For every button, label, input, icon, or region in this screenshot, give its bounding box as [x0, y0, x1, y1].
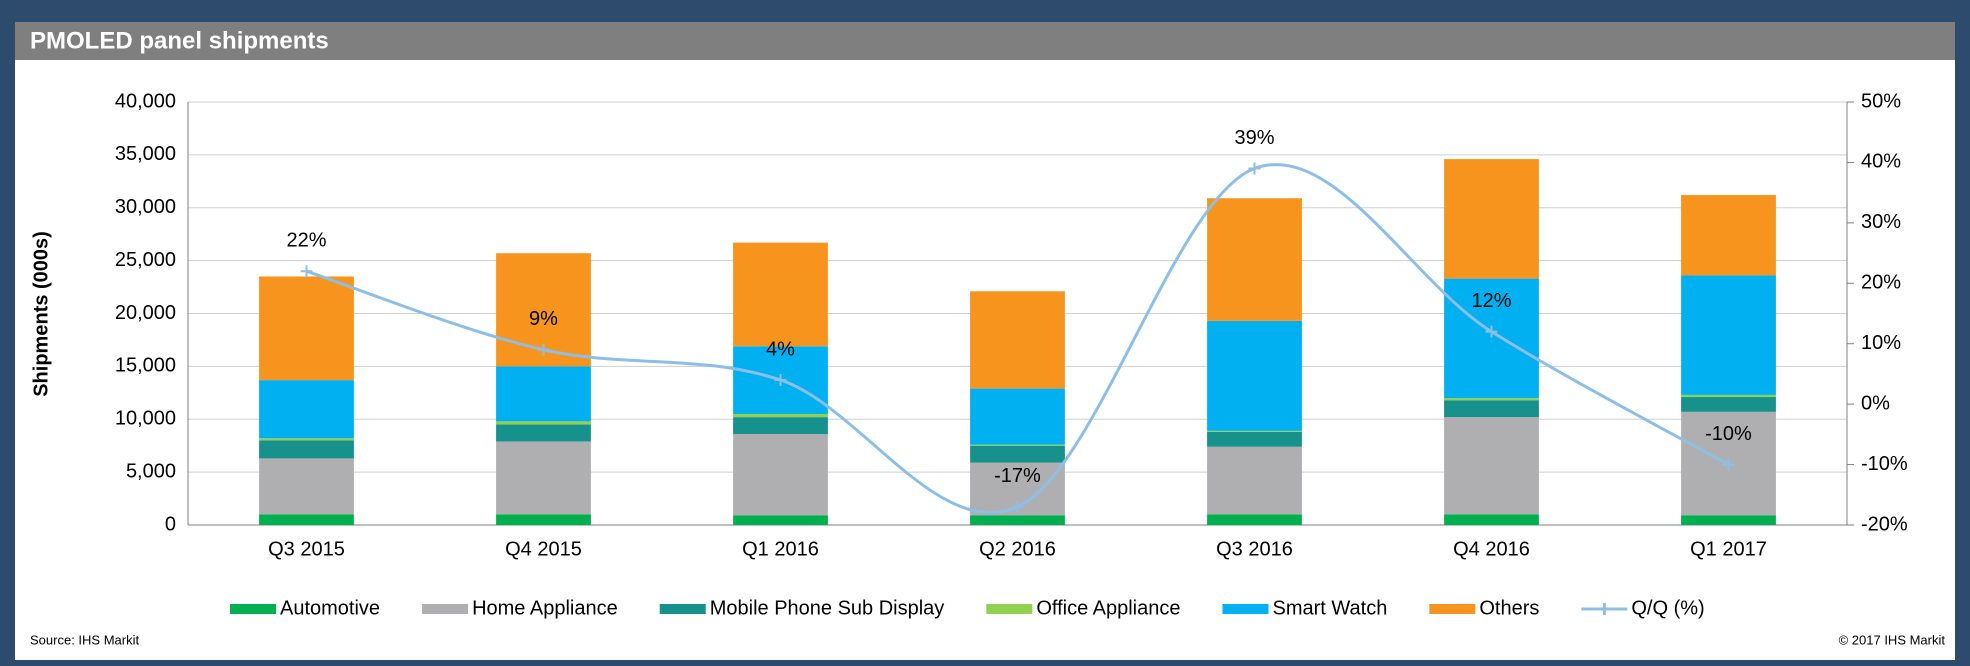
bar-segment	[1681, 397, 1776, 412]
y-tick-label: 30,000	[115, 196, 176, 218]
y2-tick-label: -20%	[1861, 513, 1908, 535]
data-label: -17%	[994, 465, 1041, 487]
x-tick-label: Q3 2015	[268, 538, 345, 560]
bar-segment	[970, 291, 1065, 389]
bar-segment	[970, 515, 1065, 525]
bar-segment	[733, 434, 828, 516]
legend-label: Smart Watch	[1272, 597, 1387, 619]
bar-segment	[496, 366, 591, 422]
legend-label: Office Appliance	[1036, 597, 1180, 619]
bar-segment	[1444, 417, 1539, 515]
bar-segment	[1681, 275, 1776, 395]
bar-segment	[1207, 446, 1302, 515]
y2-tick-label: 10%	[1861, 332, 1901, 354]
data-label: -10%	[1705, 423, 1752, 445]
bar-segment	[496, 421, 591, 425]
qq-marker	[1248, 162, 1261, 175]
x-tick-label: Q4 2016	[1453, 538, 1530, 560]
data-label: 12%	[1471, 290, 1511, 312]
data-label: 9%	[529, 308, 558, 330]
y-tick-label: 10,000	[115, 408, 176, 430]
bar-segment	[496, 514, 591, 525]
y-tick-label: 15,000	[115, 355, 176, 377]
bar-segment	[259, 514, 354, 525]
x-tick-label: Q1 2017	[1690, 538, 1767, 560]
bar-segment	[733, 242, 828, 347]
legend-swatch	[986, 604, 1033, 614]
chart-title: PMOLED panel shipments	[30, 27, 329, 54]
bar-segment	[1681, 394, 1776, 398]
bar-segment	[733, 515, 828, 525]
bar-segment	[733, 413, 828, 418]
legend-swatch	[659, 604, 706, 614]
data-label: 22%	[286, 229, 326, 251]
qq-marker	[774, 373, 787, 386]
y2-tick-label: 30%	[1861, 211, 1901, 233]
qq-marker	[300, 265, 313, 278]
bar-segment	[1444, 400, 1539, 418]
bar-segment	[1207, 198, 1302, 321]
qq-marker	[1011, 500, 1024, 513]
legend-swatch	[1222, 604, 1269, 614]
bar-segment	[1444, 514, 1539, 525]
bar-segment	[1444, 159, 1539, 279]
bar-segment	[1444, 278, 1539, 399]
source: Source: IHS Markit	[30, 632, 139, 647]
x-tick-label: Q2 2016	[979, 538, 1056, 560]
legend-label: Mobile Phone Sub Display	[710, 597, 945, 619]
qq-line	[306, 163, 1730, 515]
bar-segment	[496, 441, 591, 515]
bar-segment	[1681, 515, 1776, 525]
bar-segment	[970, 445, 1065, 463]
data-label: 4%	[766, 338, 795, 360]
legend-label: Q/Q (%)	[1631, 597, 1704, 619]
data-label: 39%	[1234, 127, 1274, 149]
legend-swatch	[1429, 604, 1476, 614]
legend-swatch	[230, 604, 276, 614]
bar-segment	[1444, 398, 1539, 401]
y-tick-label: 0	[165, 513, 176, 535]
bar-segment	[1681, 195, 1776, 276]
legend-label: Automotive	[280, 597, 380, 619]
y-tick-label: 5,000	[126, 460, 176, 482]
y-tick-label: 35,000	[115, 143, 176, 165]
legend-swatch	[422, 604, 469, 614]
bar-segment	[1207, 320, 1302, 431]
y-axis-title: Shipments (000s)	[30, 231, 52, 397]
y2-tick-label: 0%	[1861, 392, 1890, 414]
bar-segment	[259, 440, 354, 459]
bar-segment	[1207, 431, 1302, 447]
bar-segment	[259, 438, 354, 441]
qq-marker	[1485, 325, 1498, 338]
bar-segment	[1207, 430, 1302, 432]
qq-marker	[1722, 458, 1735, 471]
y2-tick-label: -10%	[1861, 453, 1908, 475]
bar-segment	[970, 444, 1065, 446]
x-tick-label: Q1 2016	[742, 538, 819, 560]
x-tick-label: Q4 2015	[505, 538, 582, 560]
x-tick-label: Q3 2016	[1216, 538, 1293, 560]
bar-segment	[733, 417, 828, 435]
bar-segment	[970, 388, 1065, 445]
legend-swatch	[1581, 603, 1628, 615]
header-bar	[15, 22, 1955, 60]
bar-segment	[1207, 514, 1302, 525]
bar-segment	[496, 424, 591, 442]
bar-segment	[259, 380, 354, 439]
legend-label: Others	[1479, 597, 1539, 619]
bar-segment	[259, 276, 354, 381]
y-tick-label: 25,000	[115, 249, 176, 271]
y2-tick-label: 40%	[1861, 151, 1901, 173]
y-tick-label: 40,000	[115, 90, 176, 112]
copyright: © 2017 IHS Markit	[1839, 632, 1946, 647]
y2-tick-label: 20%	[1861, 272, 1901, 294]
bar-segment	[259, 458, 354, 515]
legend-label: Home Appliance	[472, 597, 618, 619]
y-tick-label: 20,000	[115, 302, 176, 324]
qq-marker	[537, 343, 550, 356]
y2-tick-label: 50%	[1861, 90, 1901, 112]
